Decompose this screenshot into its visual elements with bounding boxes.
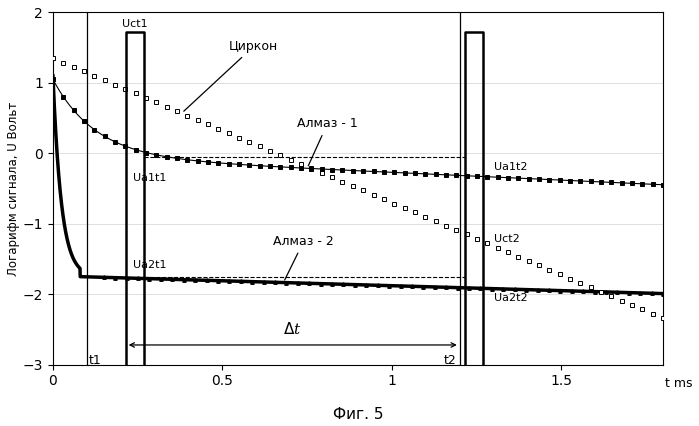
Text: Ua2t1: Ua2t1 <box>133 260 166 271</box>
Text: Алмаз - 1: Алмаз - 1 <box>297 117 358 166</box>
Text: Uct1: Uct1 <box>122 19 148 29</box>
Text: Ua2t2: Ua2t2 <box>493 293 527 303</box>
Text: Циркон: Циркон <box>184 40 278 111</box>
Text: Алмаз - 2: Алмаз - 2 <box>273 235 334 280</box>
Text: Ua1t2: Ua1t2 <box>493 162 527 172</box>
Text: Ua1t1: Ua1t1 <box>133 173 166 183</box>
Text: Фиг. 5: Фиг. 5 <box>333 407 383 422</box>
Y-axis label: Логарифм сигнала, U Вольт: Логарифм сигнала, U Вольт <box>7 101 20 276</box>
Text: Uct2: Uct2 <box>493 233 519 244</box>
Text: $\Delta$t: $\Delta$t <box>284 320 302 337</box>
Text: t ms: t ms <box>665 377 692 390</box>
Text: t2: t2 <box>444 354 456 367</box>
Text: t1: t1 <box>89 354 101 367</box>
